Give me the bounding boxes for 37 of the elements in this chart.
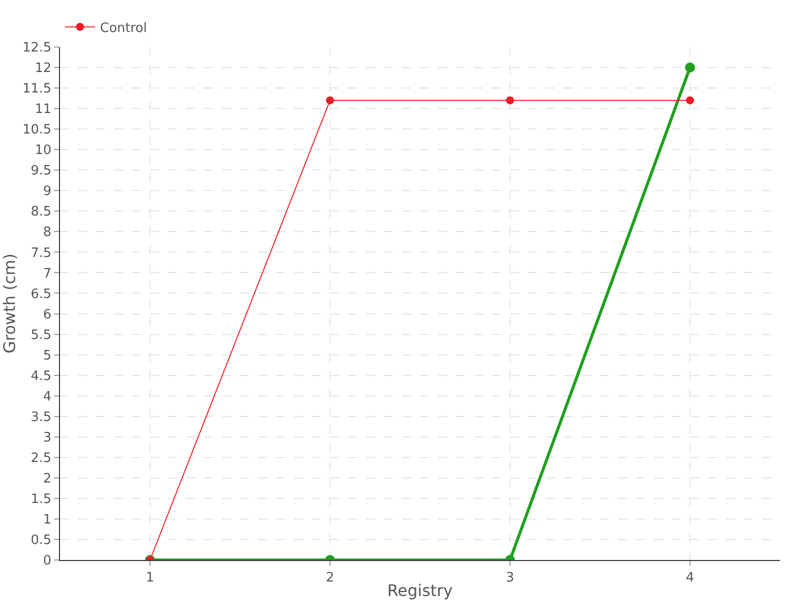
- point: [686, 96, 694, 104]
- y-tick-label: 9.5: [30, 164, 52, 179]
- y-tick-label: 11.5: [22, 82, 52, 97]
- y-tick-label: 8: [43, 225, 52, 240]
- point: [685, 62, 695, 73]
- y-tick-label: 7: [43, 266, 52, 282]
- y-tick-label: 4.5: [30, 368, 52, 384]
- y-tick-label: 1: [43, 512, 52, 528]
- y-tick-label: 0: [43, 554, 52, 569]
- y-tick-label: 7.5: [30, 246, 52, 261]
- y-tick-label: 6.5: [30, 286, 52, 302]
- x-tick-label: 1: [146, 570, 154, 586]
- y-tick-label: 1.5: [30, 492, 52, 507]
- x-tick-label: 3: [506, 570, 514, 586]
- y-tick-label: 3.5: [30, 410, 52, 425]
- y-tick-label: 4: [43, 389, 52, 404]
- point: [326, 96, 334, 104]
- x-axis-title: Registry: [387, 581, 453, 600]
- y-tick-label: 9: [43, 184, 52, 200]
- y-tick-label: 5.5: [30, 328, 52, 343]
- y-tick-label: 10: [34, 143, 52, 158]
- x-tick-label: 2: [326, 570, 334, 586]
- point: [506, 96, 514, 104]
- y-tick-label: 8.5: [30, 204, 52, 220]
- y-tick-label: 11: [34, 102, 52, 118]
- y-tick-label: 10.5: [22, 122, 52, 138]
- y-tick-label: 12.5: [22, 40, 52, 56]
- y-tick-label: 0.5: [30, 533, 52, 548]
- legend-label: Control: [100, 20, 147, 36]
- y-tick-label: 2: [43, 471, 52, 486]
- y-tick-label: 12: [34, 61, 52, 76]
- y-tick-label: 6: [43, 307, 52, 322]
- x-tick-label: 4: [686, 570, 694, 586]
- y-axis-title: Growth (cm): [0, 254, 19, 354]
- y-tick-label: 5: [43, 348, 52, 364]
- y-tick-label: 2.5: [30, 450, 52, 466]
- y-tick-label: 3: [43, 430, 52, 446]
